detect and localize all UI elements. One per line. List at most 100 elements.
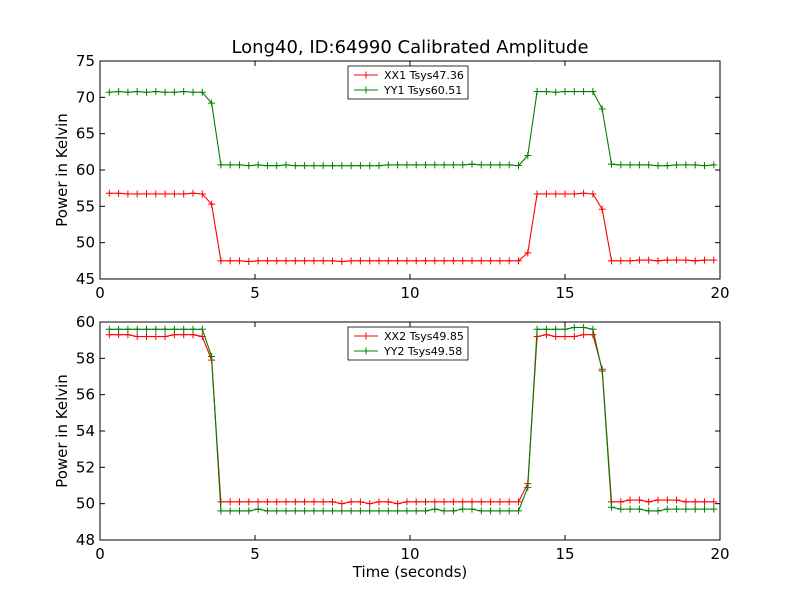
data-point [310, 507, 318, 515]
data-point [198, 88, 206, 96]
data-point [124, 190, 132, 198]
legend: XX1 Tsys47.36 YY1 Tsys60.51 [347, 65, 469, 100]
y-tick-label: 60 [76, 313, 95, 331]
data-point [403, 507, 411, 515]
data-point [115, 88, 123, 96]
data-point [552, 190, 560, 198]
data-point [691, 498, 699, 506]
data-point [580, 323, 588, 331]
data-point [310, 257, 318, 265]
data-point [505, 257, 513, 265]
data-point [208, 353, 216, 361]
data-point [356, 162, 364, 170]
data-point [254, 161, 262, 169]
data-point [431, 505, 439, 513]
data-point [487, 498, 495, 506]
data-point [617, 505, 625, 513]
data-point [329, 498, 336, 506]
data-point [356, 498, 364, 506]
data-point [533, 325, 541, 333]
data-point [663, 496, 671, 504]
y-tick-label: 56 [76, 386, 95, 404]
data-point [143, 88, 150, 96]
x-tick-label: 20 [710, 545, 729, 563]
data-point [217, 161, 225, 169]
data-point [701, 162, 708, 170]
x-tick-label: 10 [400, 545, 419, 563]
data-point [422, 507, 429, 515]
data-point [477, 507, 485, 515]
data-point [152, 333, 160, 341]
data-point [254, 257, 262, 265]
legend: XX2 Tsys49.85 YY2 Tsys49.58 [347, 326, 469, 361]
data-point [617, 161, 625, 169]
legend-label: XX1 Tsys47.36 [384, 69, 464, 82]
data-point [161, 333, 169, 341]
data-point [198, 325, 206, 333]
x-tick-label: 0 [95, 284, 105, 302]
series-1 [105, 189, 718, 266]
data-point [663, 162, 671, 170]
data-point [245, 258, 253, 266]
data-point [496, 161, 504, 169]
data-point [282, 498, 290, 506]
data-point [403, 161, 411, 169]
data-point [552, 88, 560, 96]
data-point [375, 507, 383, 515]
data-point [180, 88, 188, 96]
data-point [617, 257, 625, 265]
y-tick-label: 75 [76, 52, 95, 70]
data-point [598, 367, 606, 375]
data-point [524, 483, 532, 491]
data-point [180, 190, 188, 198]
y-tick-label: 48 [76, 531, 95, 549]
data-point [115, 189, 123, 197]
data-point [217, 507, 225, 515]
data-point [338, 162, 346, 170]
data-point [635, 161, 643, 169]
data-point [301, 507, 309, 515]
data-point [608, 503, 615, 511]
data-point [626, 257, 634, 265]
data-point [384, 498, 392, 506]
data-point [505, 507, 513, 515]
data-point [152, 190, 160, 198]
data-point [105, 325, 113, 333]
data-point [691, 161, 699, 169]
data-point [701, 256, 708, 264]
y-tick-label: 45 [76, 270, 95, 288]
data-point [152, 325, 160, 333]
y-tick-label: 54 [76, 422, 95, 440]
data-point [645, 498, 653, 506]
y-tick-label: 50 [76, 495, 95, 513]
data-point [682, 505, 690, 513]
data-point [329, 162, 336, 170]
data-point [682, 498, 690, 506]
data-point [691, 505, 699, 513]
legend-marker [362, 332, 370, 340]
data-point [366, 500, 374, 508]
data-point [524, 249, 532, 257]
data-point [301, 498, 309, 506]
data-point [301, 162, 309, 170]
legend-box [347, 326, 469, 361]
data-point [422, 161, 429, 169]
data-point [189, 88, 197, 96]
data-point [626, 505, 634, 513]
data-point [645, 161, 653, 169]
data-point [635, 256, 643, 264]
data-point [626, 161, 634, 169]
data-point [347, 498, 355, 506]
data-point [208, 99, 216, 107]
data-point [161, 325, 169, 333]
data-point [598, 105, 606, 113]
data-point [552, 333, 560, 341]
data-point [487, 161, 495, 169]
data-point [477, 498, 485, 506]
data-point [710, 161, 718, 169]
data-point [589, 190, 597, 198]
figure-title: Long40, ID:64990 Calibrated Amplitude [231, 37, 588, 58]
data-point [608, 160, 615, 168]
data-point [226, 507, 234, 515]
